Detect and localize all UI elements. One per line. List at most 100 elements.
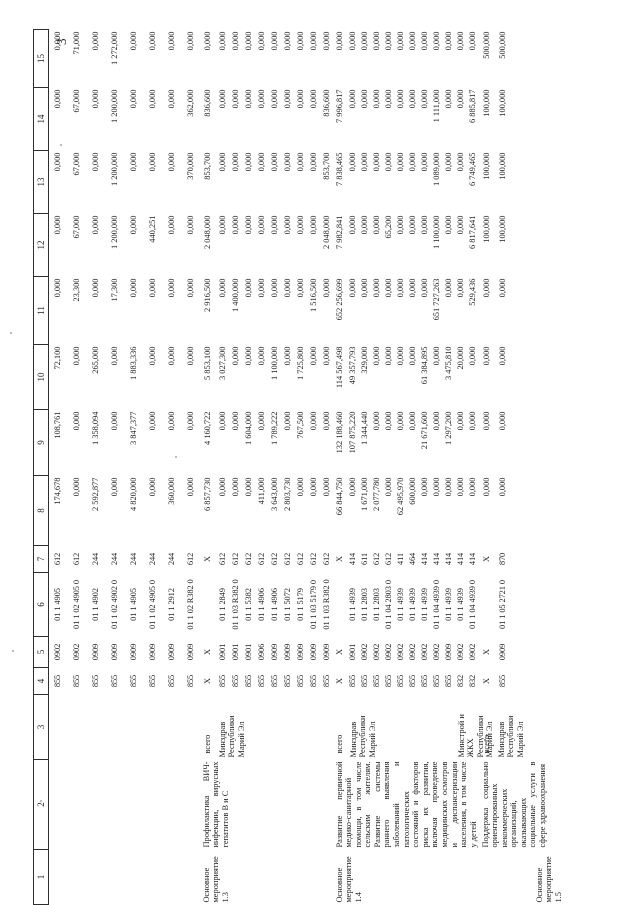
activity-cell: Поддержка социально ориентированных неко…	[480, 760, 548, 850]
activity-cell	[163, 760, 182, 850]
expense-type-cell: 612	[308, 552, 318, 566]
expense-type-cell: 244	[128, 552, 138, 566]
section-code-cell: 0902	[384, 643, 394, 661]
value-cell: 0,000	[396, 346, 406, 366]
target-article-cell: 01 1 2803	[360, 588, 370, 621]
target-article-cell: 01 1 4939	[348, 588, 358, 621]
value-cell: 0,000	[185, 278, 195, 298]
value-cell: 1 400,000	[230, 278, 240, 313]
value-cell: 0,000	[230, 215, 240, 235]
value-cell: 0,000	[321, 411, 331, 431]
value-cell: 0,000	[408, 215, 418, 235]
grbs-code-cell: 855	[295, 674, 305, 688]
value-cell: 0,000	[147, 411, 157, 431]
activity-cell	[444, 760, 456, 850]
data-row: 855 0901 01 1 5382 612 0,000 1 604,000 0,000 0,…	[243, 30, 256, 905]
column-number-cell: 6	[33, 572, 49, 637]
measure-cell	[282, 850, 295, 905]
measure-cell	[348, 850, 360, 905]
total-value-cell: 0,000	[482, 477, 492, 497]
value-cell: 0,000	[185, 215, 195, 235]
data-row: 855 0909 01 1 5072 612 2 803,730 0,000 0,000 0,…	[282, 30, 295, 905]
value-cell: 3 643,000	[269, 477, 279, 512]
total-value-cell: 652 256,699	[335, 278, 345, 321]
section-code-cell: 0901	[217, 643, 227, 661]
value-cell: 0,000	[432, 411, 442, 431]
column-number-cell: 3	[33, 694, 49, 760]
target-article-cell: 01 1 04 4939 0	[468, 580, 478, 629]
section-code-cell: 0901	[230, 643, 240, 661]
value-cell: 0,000	[420, 477, 430, 497]
value-cell: 1 789,222	[269, 411, 279, 446]
value-cell: 0,000	[256, 152, 266, 172]
section-code-cell: 0909	[185, 643, 195, 661]
column-number-cell: 11	[33, 276, 49, 345]
value-cell: 836,600	[321, 89, 331, 117]
value-cell: 0,000	[432, 477, 442, 497]
grbs-code-cell: 855	[256, 674, 266, 688]
value-cell: 0,000	[295, 89, 305, 109]
scan-speck	[10, 332, 12, 334]
expense-type-cell: 612	[295, 552, 305, 566]
value-cell: 0,000	[185, 31, 195, 51]
value-cell: 0,000	[217, 215, 227, 235]
section-code-cell: 0901	[348, 643, 358, 661]
target-article-cell: 01 1 4939	[408, 588, 418, 621]
value-cell: 0,000	[384, 31, 394, 51]
value-cell: 0,000	[444, 89, 454, 109]
value-cell: 0,000	[348, 278, 358, 298]
executor-cell	[243, 695, 256, 760]
x-mark-cell: X	[335, 555, 345, 563]
data-row: 832 0902 01 1 04 4939 0 414 0,000 0,000 0,000 5…	[468, 30, 480, 905]
expense-type-cell: 414	[468, 552, 478, 566]
value-cell: 67,000	[71, 215, 81, 239]
value-cell: 0,000	[295, 477, 305, 497]
value-cell: 67,000	[71, 89, 81, 113]
grbs-code-cell: 855	[269, 674, 279, 688]
activity-cell	[468, 760, 480, 850]
value-cell: 0,000	[217, 477, 227, 497]
data-row: 855 0901 01 1 03 R382 0 612 0,000 0,000 0,000 1…	[230, 30, 243, 905]
value-cell: 0,000	[360, 215, 370, 235]
target-article-cell: 01 1 04 2803 0	[384, 580, 394, 629]
measure-cell	[432, 850, 444, 905]
value-cell: 500,000	[498, 31, 508, 59]
label-measure: Основное мероприятие 1.5	[534, 856, 563, 903]
value-cell: 0,000	[166, 31, 176, 51]
target-article-cell: 01 1 5179	[295, 588, 305, 621]
measure-cell	[163, 850, 182, 905]
value-cell: 0,000	[384, 278, 394, 298]
column-number-cell: 15	[33, 29, 49, 88]
target-article-cell: 01 1 4939	[444, 588, 454, 621]
target-article-cell: 01 1 03 5179 0	[308, 580, 318, 629]
expense-type-cell: 870	[498, 552, 508, 566]
executor-cell	[182, 695, 201, 760]
value-cell: 0,000	[384, 89, 394, 109]
total-value-cell: 2 916,500	[203, 278, 213, 313]
data-row: Минздрав Республики Марий Эл 855 0901 01 1 …	[348, 30, 376, 905]
section-code-cell: 0902	[396, 643, 406, 661]
data-row: 855 0902 01 1 2803 612 2 077,780 0,000 0,000 0,…	[372, 30, 384, 905]
data-row: 855 0906 01 1 4906 612 411,000 0,000 0,000 0,00…	[256, 30, 269, 905]
value-cell: 0,000	[372, 152, 382, 172]
value-cell: 0,000	[71, 411, 81, 431]
value-cell: 0,000	[321, 346, 331, 366]
scan-speck	[12, 650, 14, 652]
measure-cell	[308, 850, 321, 905]
activity-cell: Развитие первичной медико-санитарной пом…	[334, 760, 478, 850]
measure-cell	[125, 850, 144, 905]
value-cell: 0,000	[308, 89, 318, 109]
value-cell: 0,000	[468, 31, 478, 51]
executor-cell	[360, 695, 372, 760]
value-cell: 1 200,000	[109, 152, 119, 187]
data-row: 855 0909 01 1 4902 244 2 592,877 1 358,094 265…	[87, 30, 106, 905]
target-article-cell: 01 1 4906	[256, 588, 266, 621]
value-cell: 0,000	[230, 31, 240, 51]
value-cell: 0,000	[230, 411, 240, 431]
value-cell: 4 820,000	[128, 477, 138, 512]
data-row: Минстрой и ЖКХ Республики Марий Эл 832 090…	[456, 30, 494, 905]
value-cell: 0,000	[444, 278, 454, 298]
activity-cell	[420, 760, 432, 850]
value-cell: 0,000	[185, 477, 195, 497]
value-cell: 0,000	[384, 477, 394, 497]
